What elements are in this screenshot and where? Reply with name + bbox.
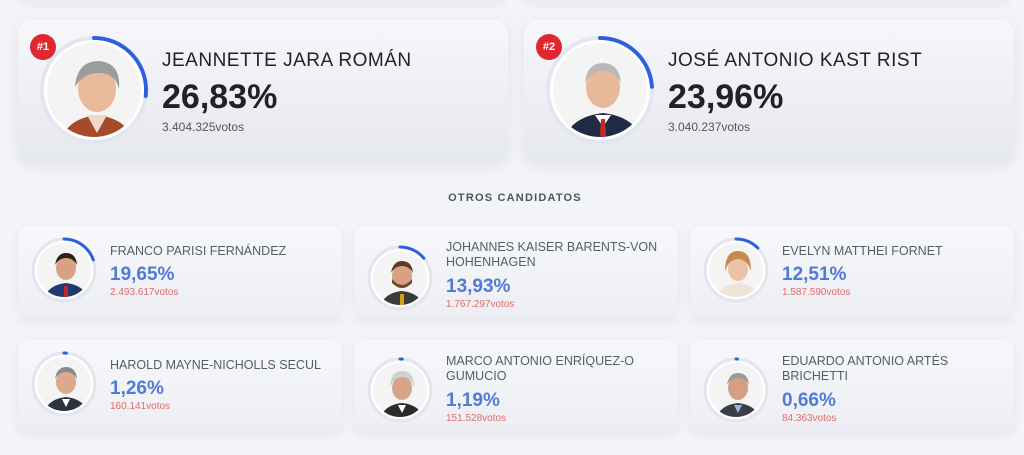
candidate-photo (707, 241, 765, 299)
candidate-percentage: 1,26% (110, 378, 164, 399)
candidate-name: FRANCO PARISI FERNÁNDEZ (110, 244, 287, 258)
vote-share-ring (703, 237, 769, 303)
candidate-percentage: 19,65% (110, 264, 175, 285)
candidate-votes: 3.040.237votos (668, 120, 751, 134)
candidate-percentage: 1,19% (446, 390, 500, 411)
rank-badge: #1 (30, 34, 56, 60)
vote-share-ring (31, 351, 97, 417)
candidate-avatar-ring (38, 34, 150, 146)
candidate-percentage: 12,51% (782, 264, 847, 285)
candidate-avatar-ring (702, 236, 770, 304)
section-title-others: OTROS CANDIDATOS (448, 192, 582, 204)
candidate-card-parisi[interactable]: FRANCO PARISI FERNÁNDEZ 19,65% 2.493.617… (18, 226, 342, 318)
candidate-votes: 160.141votos (110, 401, 171, 412)
candidate-photo (371, 361, 429, 419)
vote-share-ring (546, 36, 654, 144)
candidate-photo (44, 40, 144, 140)
candidate-card-matthei[interactable]: EVELYN MATTHEI FORNET 12,51% 1.587.590vo… (690, 226, 1014, 318)
vote-share-ring (703, 357, 769, 423)
vote-share-ring (40, 36, 148, 144)
candidate-name: JOSÉ ANTONIO KAST RIST (668, 50, 923, 71)
candidate-votes: 1.587.590votos (782, 287, 851, 298)
candidate-name: MARCO ANTONIO ENRÍQUEZ-O GUMUCIO (446, 354, 634, 383)
card-remnant-left (20, 0, 506, 4)
candidate-avatar-ring (30, 236, 98, 304)
candidate-name: JEANNETTE JARA ROMÁN (162, 50, 412, 71)
vote-share-ring (367, 245, 433, 311)
candidate-name: JOHANNES KAISER BARENTS-VON HOHENHAGEN (446, 240, 658, 269)
candidate-photo (371, 249, 429, 307)
candidate-avatar-ring (702, 356, 770, 424)
candidate-percentage: 0,66% (782, 390, 836, 411)
candidate-card-2[interactable]: #2 JOSÉ ANTONIO KAST RIST 23,96% 3.040.2… (524, 20, 1014, 162)
candidate-avatar-ring (30, 350, 98, 418)
candidate-card-mayne-nicholls[interactable]: HAROLD MAYNE-NICHOLLS SECUL 1,26% 160.14… (18, 340, 342, 432)
candidate-photo (35, 355, 93, 413)
vote-share-ring (367, 357, 433, 423)
candidate-percentage: 13,93% (446, 276, 511, 297)
candidate-photo (550, 40, 650, 140)
candidate-name: HAROLD MAYNE-NICHOLLS SECUL (110, 358, 321, 372)
candidate-votes: 151.528votos (446, 413, 507, 424)
candidate-card-artes[interactable]: EDUARDO ANTONIO ARTÉS BRICHETTI 0,66% 84… (690, 340, 1014, 432)
card-remnant-right (524, 0, 1010, 4)
candidate-card-enriquez-ominami[interactable]: MARCO ANTONIO ENRÍQUEZ-O GUMUCIO 1,19% 1… (354, 340, 678, 432)
candidate-percentage: 23,96% (668, 78, 784, 116)
candidate-avatar-ring (366, 244, 434, 312)
vote-share-ring (31, 237, 97, 303)
candidate-votes: 1.767.297votos (446, 299, 515, 310)
candidate-percentage: 26,83% (162, 78, 278, 116)
candidate-avatar-ring (366, 356, 434, 424)
candidate-name: EDUARDO ANTONIO ARTÉS BRICHETTI (782, 354, 949, 383)
candidate-name: EVELYN MATTHEI FORNET (782, 244, 943, 258)
candidate-card-kaiser[interactable]: JOHANNES KAISER BARENTS-VON HOHENHAGEN 1… (354, 226, 678, 318)
candidate-photo (707, 361, 765, 419)
candidate-votes: 84.363votos (782, 413, 837, 424)
candidate-avatar-ring (544, 34, 656, 146)
candidate-votes: 3.404.325votos (162, 120, 245, 134)
candidate-votes: 2.493.617votos (110, 287, 179, 298)
candidate-card-1[interactable]: #1 JEANNETTE JARA ROMÁN 26,83% 3.404.325… (18, 20, 508, 162)
candidate-photo (35, 241, 93, 299)
rank-badge: #2 (536, 34, 562, 60)
